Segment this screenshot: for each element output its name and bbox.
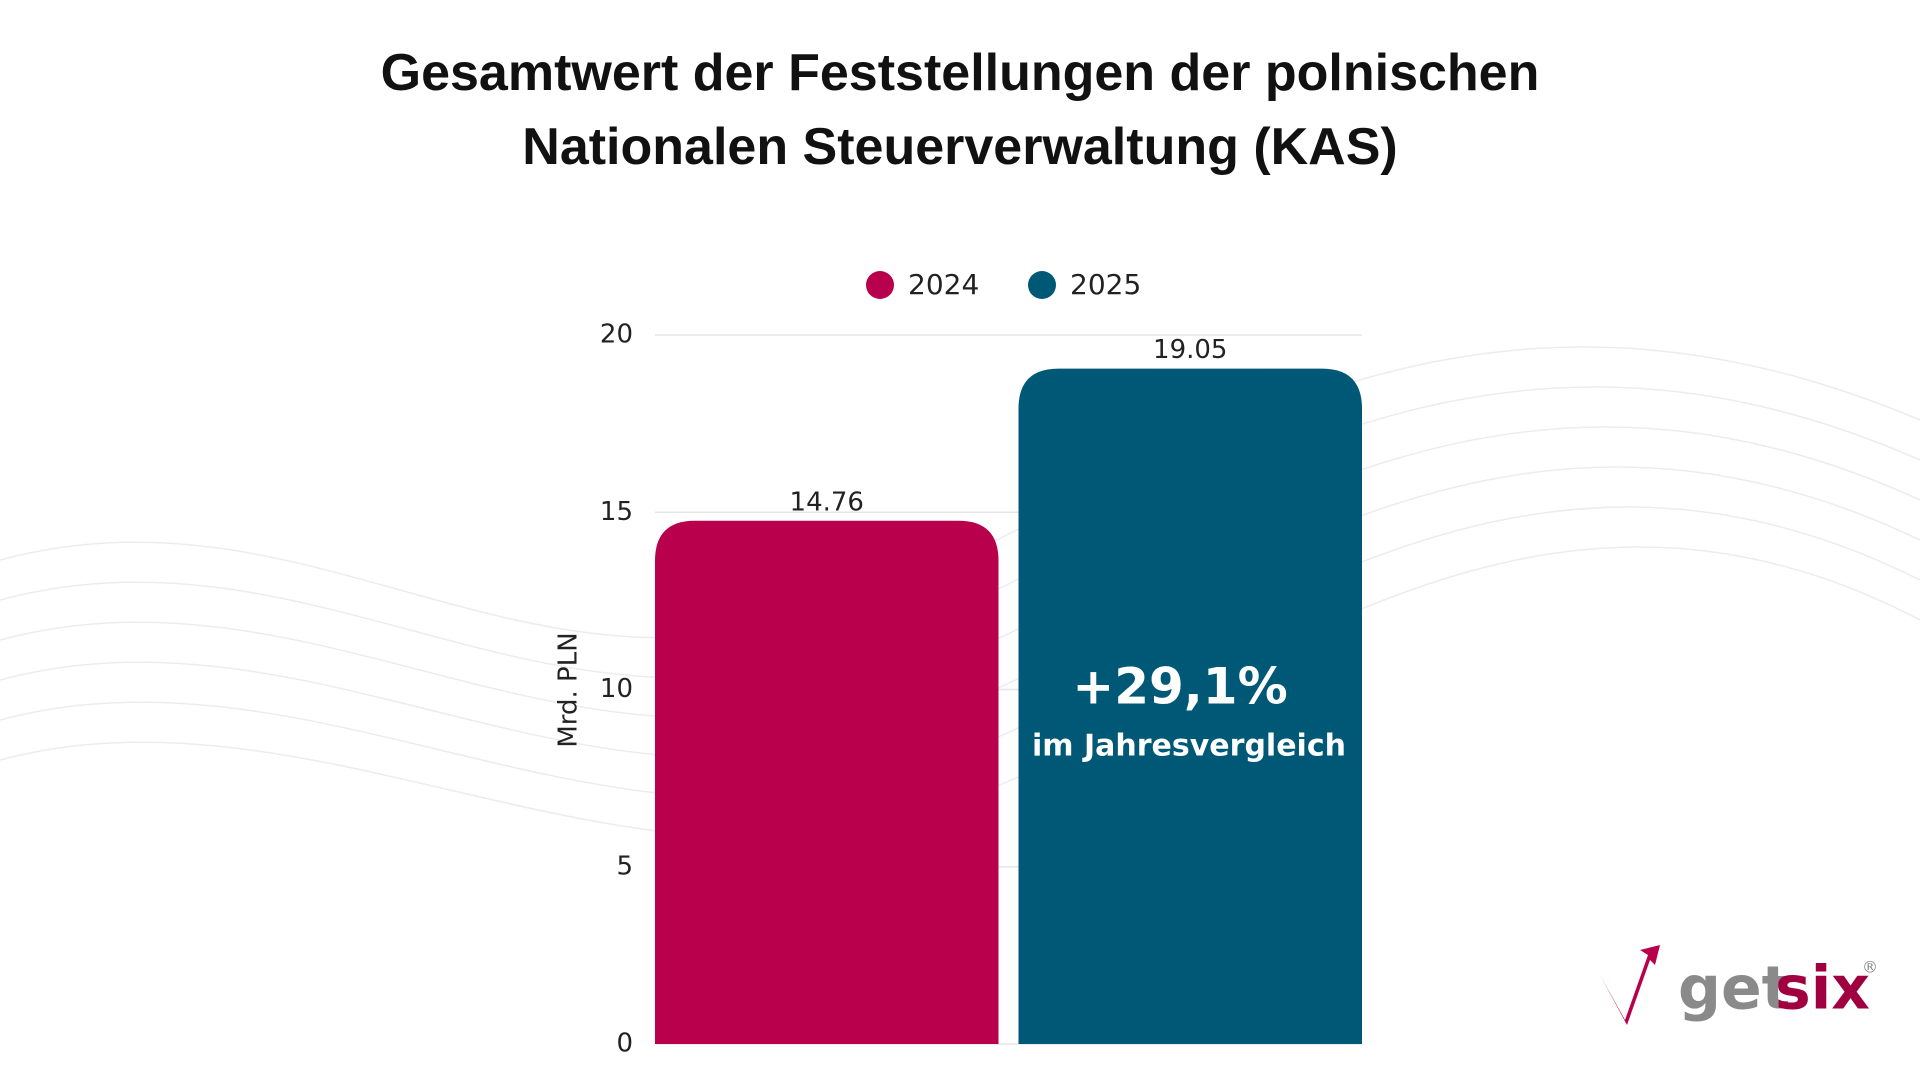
legend-label: 2024 [908,268,979,301]
logo-icon [1600,945,1660,1025]
bar [655,520,999,1044]
y-tick-label: 0 [616,1029,633,1059]
y-tick-label: 5 [616,851,633,881]
legend-label: 2025 [1070,268,1141,301]
chart-title: Gesamtwert der Feststellungen der polnis… [380,44,1540,176]
logo-text: six [1775,954,1870,1024]
bar [1018,368,1362,1044]
y-tick-label: 20 [600,320,633,350]
y-tick-label: 10 [600,674,633,704]
y-tick-label: 15 [600,497,633,527]
legend-swatch [1028,271,1056,299]
logo: get six ® [1600,945,1878,1025]
annotation: +29,1% [1072,658,1287,716]
logo-text: get [1678,954,1790,1024]
annotation: im Jahresvergleich [1032,729,1346,764]
value-label: 19.05 [1153,335,1227,365]
value-label: 14.76 [790,487,864,517]
y-axis-label: Mrd. PLN [554,632,584,747]
logo-mark: ® [1862,958,1878,977]
legend-swatch [866,271,894,299]
